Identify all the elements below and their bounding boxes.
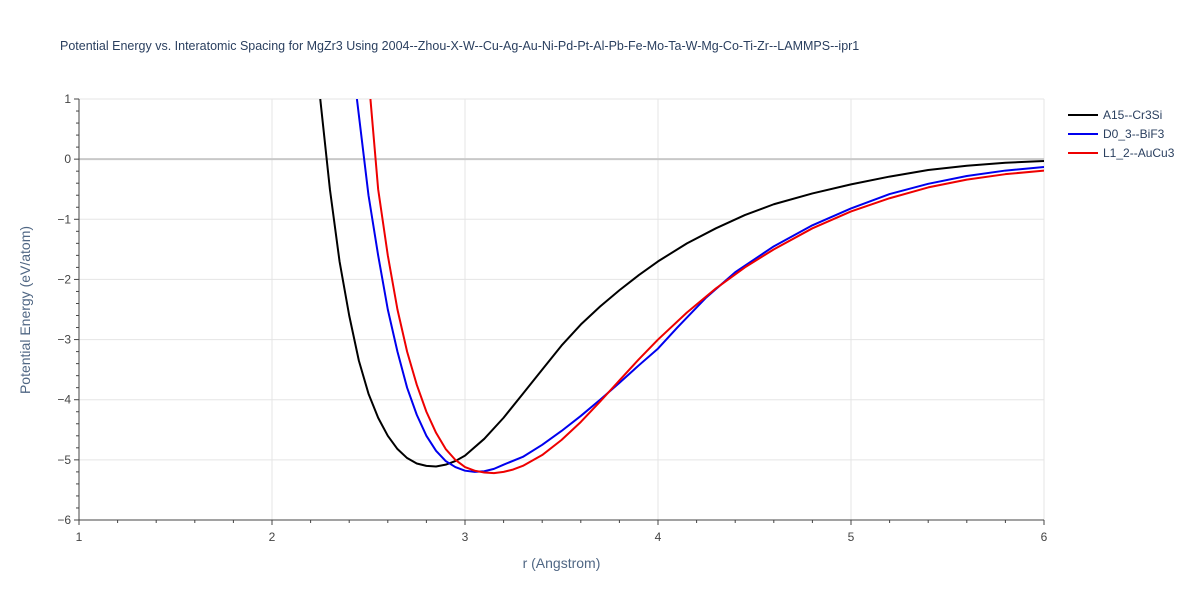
- y-tick-label: −2: [57, 272, 71, 286]
- legend-label: A15--Cr3Si: [1103, 108, 1162, 122]
- x-tick-label: 5: [848, 530, 855, 544]
- x-tick-label: 3: [462, 530, 469, 544]
- axes: [74, 98, 1045, 525]
- y-tick-label: −4: [57, 393, 71, 407]
- x-tick-label: 4: [655, 530, 662, 544]
- y-tick-label: −5: [57, 453, 71, 467]
- tick-labels: 1 2 3 4 5 6 1 0 −1 −2 −3 −4 −5 −6: [57, 92, 1047, 544]
- series-lines: [319, 99, 1044, 475]
- y-tick-label: −6: [57, 513, 71, 527]
- x-tick-label: 6: [1041, 530, 1048, 544]
- x-axis-title: r (Angstrom): [523, 555, 601, 571]
- x-tick-label: 1: [76, 530, 83, 544]
- x-tick-label: 2: [269, 530, 276, 544]
- legend-item-1[interactable]: A15--Cr3Si: [1068, 108, 1162, 122]
- legend-label: D0_3--BiF3: [1103, 127, 1165, 141]
- grid-lines: [79, 98, 1045, 520]
- series-line-1: [319, 99, 1044, 468]
- y-tick-label: −1: [57, 212, 71, 226]
- series-line-3: [369, 99, 1044, 475]
- y-tick-label: 0: [64, 152, 71, 166]
- legend-label: L1_2--AuCu3: [1103, 146, 1175, 160]
- legend[interactable]: A15--Cr3Si D0_3--BiF3 L1_2--AuCu3: [1068, 108, 1175, 160]
- legend-item-3[interactable]: L1_2--AuCu3: [1068, 146, 1175, 160]
- y-axis-title: Potential Energy (eV/atom): [17, 226, 33, 394]
- legend-item-2[interactable]: D0_3--BiF3: [1068, 127, 1165, 141]
- y-tick-label: 1: [64, 92, 71, 106]
- chart-title: Potential Energy vs. Interatomic Spacing…: [60, 39, 859, 53]
- y-tick-label: −3: [57, 333, 71, 347]
- series-line-2: [355, 99, 1044, 473]
